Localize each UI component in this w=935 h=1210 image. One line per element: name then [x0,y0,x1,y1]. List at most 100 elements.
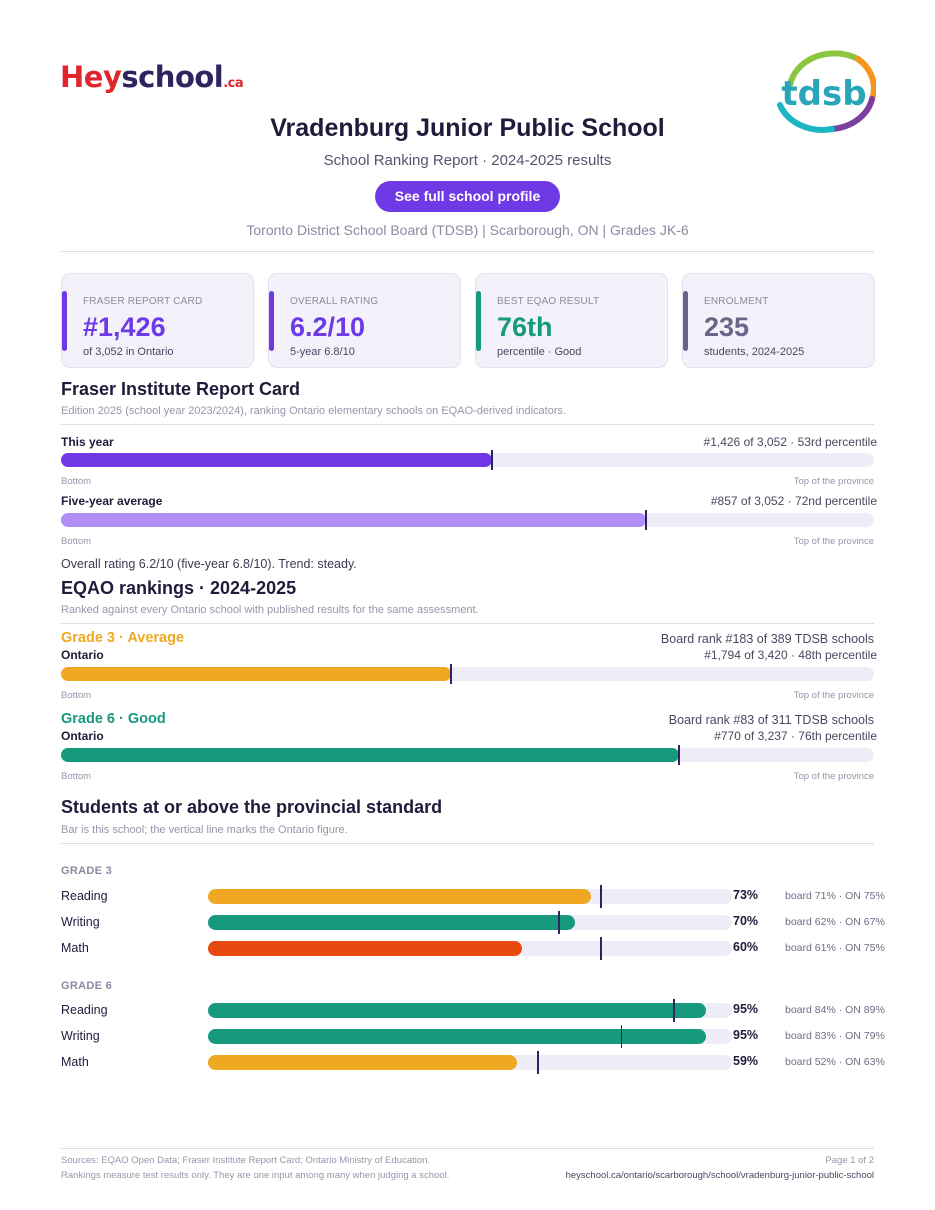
grade3-reading-pct: 73% [733,888,759,902]
fraser-five-year-fill [61,513,647,527]
subject-label: Reading [61,1003,108,1017]
footer-sources: Sources: EQAO Open Data; Fraser Institut… [61,1155,431,1166]
card-best-eqao: BEST EQAO RESULT 76th percentile · Good [475,273,668,368]
card-sub: students, 2024-2025 [704,346,805,358]
card-accent [269,291,274,351]
grade3-reading-compare: board 71% · ON 75% [785,890,885,902]
subject-label: Math [61,941,89,955]
grade6-reading-ontario-marker [673,999,675,1022]
card-accent [476,291,481,351]
grade3-writing-track [208,911,732,934]
eqao-grade6-board-rank: Board rank #83 of 311 TDSB schools [668,713,874,727]
grade3-math-track [208,937,732,960]
grade6-writing-compare: board 83% · ON 79% [785,1030,885,1042]
scale-bottom-label: Bottom [61,476,92,487]
standard-heading: Students at or above the provincial stan… [61,797,443,817]
eqao-heading: EQAO rankings · 2024-2025 [61,578,297,598]
grade3-math-ontario-marker [600,937,602,960]
scale-top-label: Top of the province [793,476,874,487]
eqao-grade3-track [61,664,874,684]
logo-school-text: school [121,60,224,94]
footer-page-number: Page 1 of 2 [825,1155,874,1166]
card-value: #1,426 [83,312,166,342]
grade6-reading-bar [208,1003,706,1018]
grade6-reading-pct: 95% [733,1002,759,1016]
fraser-summary: Overall rating 6.2/10 (five-year 6.8/10)… [61,557,357,571]
grade3-math-compare: board 61% · ON 75% [785,942,885,954]
subject-label: Reading [61,889,108,903]
fraser-note: Edition 2025 (school year 2023/2024), ra… [61,405,567,417]
card-label: BEST EQAO RESULT [497,296,600,307]
scale-top-label: Top of the province [793,690,874,701]
grade3-writing-ontario-marker [558,911,560,934]
divider [61,843,874,844]
fraser-this-year-fill [61,453,492,467]
eqao-scope-label: Ontario [61,648,104,662]
grade6-math-pct: 59% [733,1054,759,1068]
fraser-row-value: #1,426 of 3,052 · 53rd percentile [703,435,877,449]
grade3-math-bar [208,941,523,956]
logo-hey-text: Hey [60,60,122,94]
grade6-writing-ontario-marker [620,1025,623,1048]
grade6-math-compare: board 52% · ON 63% [785,1056,885,1068]
card-label: FRASER REPORT CARD [83,296,203,307]
standard-note: Bar is this school; the vertical line ma… [61,824,348,836]
grade6-writing-pct: 95% [733,1028,759,1042]
grade6-group-label: GRADE 6 [61,980,112,992]
fraser-this-year-marker [490,450,493,470]
card-value: 235 [704,312,750,342]
logo-tdsb-text: tdsb [781,74,866,114]
eqao-note: Ranked against every Ontario school with… [61,604,479,616]
fraser-row-label: This year [61,435,114,449]
grade3-reading-track [208,885,732,908]
card-overall-rating: OVERALL RATING 6.2/10 5-year 6.8/10 [268,273,461,368]
eqao-grade3-marker [450,664,453,684]
card-value: 76th [497,312,553,342]
grade3-reading-ontario-marker [600,885,602,908]
grade3-group-label: GRADE 3 [61,865,112,877]
grade6-writing-track [208,1025,732,1048]
grade3-math-pct: 60% [733,940,759,954]
eqao-grade6-track [61,745,874,765]
grade6-math-track [208,1051,732,1074]
subject-label: Writing [61,1029,100,1043]
grade6-writing-bar [208,1029,706,1044]
eqao-scope-label: Ontario [61,729,104,743]
card-accent [62,291,67,351]
card-sub: percentile · Good [497,346,582,358]
fraser-row-label: Five-year average [61,494,163,508]
scale-top-label: Top of the province [793,536,874,547]
grade3-writing-bar [208,915,575,930]
card-sub: 5-year 6.8/10 [290,346,355,358]
full-profile-button[interactable]: See full school profile [375,181,560,212]
eqao-grade3-value: #1,794 of 3,420 · 48th percentile [704,648,877,662]
grade6-reading-track [208,999,732,1022]
card-label: ENROLMENT [704,296,769,307]
fraser-five-year-marker [645,510,648,530]
card-enrolment: ENROLMENT 235 students, 2024-2025 [682,273,875,368]
card-fraser: FRASER REPORT CARD #1,426 of 3,052 in On… [61,273,254,368]
divider [61,1148,874,1149]
fraser-row-value: #857 of 3,052 · 72nd percentile [710,494,877,508]
tdsb-logo: tdsb [777,50,876,133]
scale-top-label: Top of the province [793,771,874,782]
eqao-grade3-heading: Grade 3 · Average [61,630,185,646]
footer-disclaimer: Rankings measure test results only. They… [61,1170,450,1181]
heyschool-logo[interactable]: Heyschool.ca [60,60,244,94]
fraser-heading: Fraser Institute Report Card [61,379,301,399]
grade3-reading-bar [208,889,591,904]
scale-bottom-label: Bottom [61,536,92,547]
divider [61,251,874,252]
grade3-writing-compare: board 62% · ON 67% [785,916,885,928]
eqao-grade6-value: #770 of 3,237 · 76th percentile [714,729,877,743]
eqao-grade3-board-rank: Board rank #183 of 389 TDSB schools [660,632,874,646]
school-meta: Toronto District School Board (TDSB) | S… [246,222,689,238]
card-sub: of 3,052 in Ontario [83,346,174,358]
card-accent [683,291,688,351]
page-subtitle: School Ranking Report · 2024-2025 result… [323,152,612,169]
card-label: OVERALL RATING [290,296,379,307]
fraser-this-year-track [61,450,874,470]
subject-label: Math [61,1055,89,1069]
divider [61,424,874,425]
footer-url[interactable]: heyschool.ca/ontario/scarborough/school/… [565,1170,874,1181]
